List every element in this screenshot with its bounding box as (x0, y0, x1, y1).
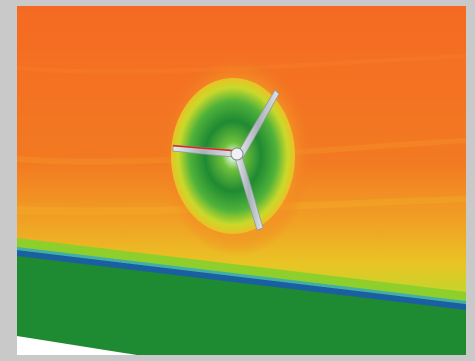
baseline-edge (17, 336, 137, 355)
turbine-rotor (172, 89, 280, 231)
ground-region (17, 254, 466, 355)
flow-field-render (17, 6, 466, 355)
blade-edge-red (173, 145, 234, 152)
rotor-hub (230, 147, 244, 161)
ground-line (17, 250, 466, 310)
cfd-visualization (17, 6, 466, 355)
